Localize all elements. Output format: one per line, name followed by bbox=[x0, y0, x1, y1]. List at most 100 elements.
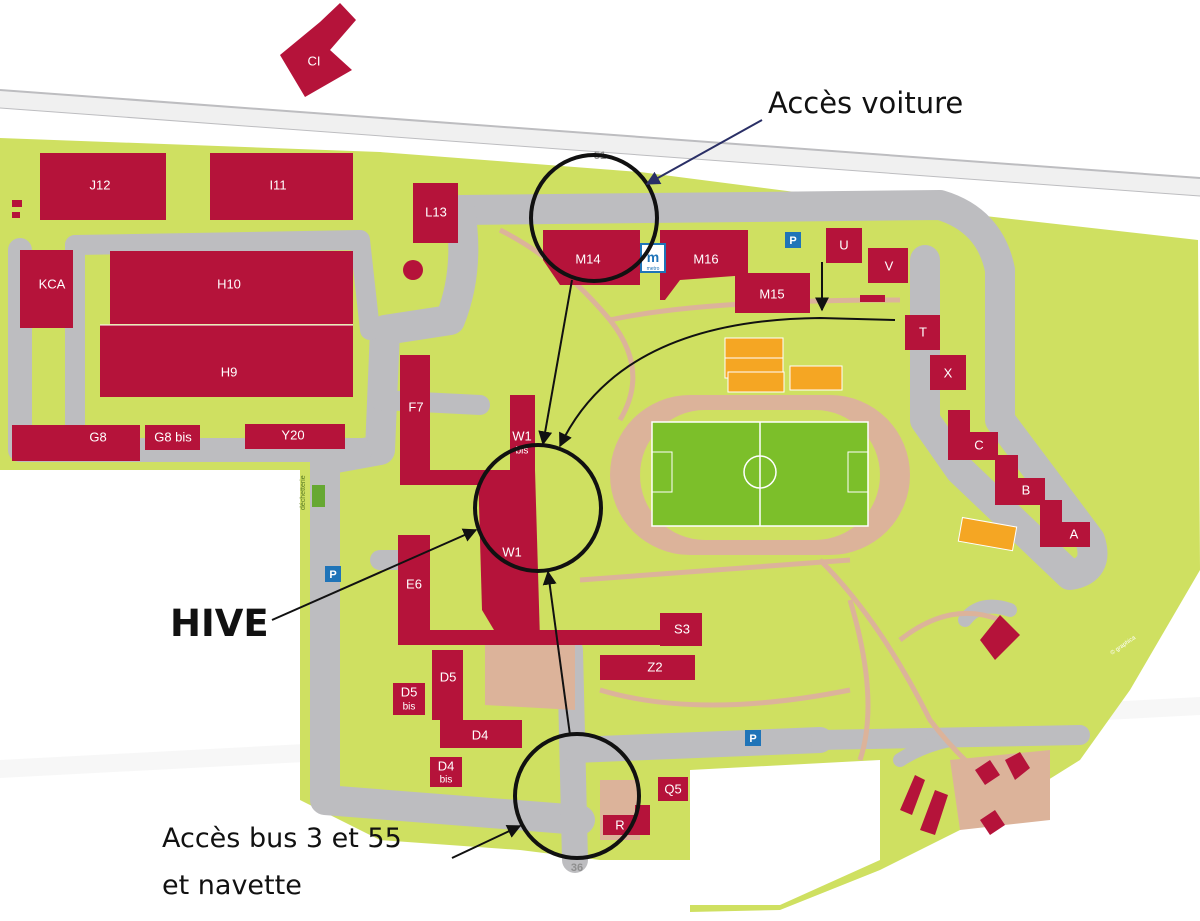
label-a: A bbox=[1070, 526, 1079, 541]
label-d5: D5 bbox=[440, 669, 457, 684]
sport-courts bbox=[724, 337, 1018, 552]
label-g8bis: G8 bis bbox=[154, 429, 192, 444]
arrow-bus-label bbox=[451, 825, 522, 859]
campus-gap bbox=[690, 760, 880, 905]
svg-text:P: P bbox=[789, 235, 796, 247]
metro-logo-text: metro bbox=[647, 266, 660, 272]
building-f7 bbox=[400, 355, 510, 485]
label-s3: S3 bbox=[674, 621, 690, 636]
parking-sign-north: P bbox=[785, 232, 801, 248]
decheterie-zone bbox=[312, 485, 325, 507]
label-w1bis-sub: bis bbox=[516, 446, 529, 457]
building-l13-round bbox=[403, 260, 423, 280]
building-small-2 bbox=[12, 212, 20, 218]
svg-text:P: P bbox=[329, 569, 336, 581]
building-d4bis bbox=[430, 757, 462, 787]
label-w1bis: W1 bbox=[512, 428, 532, 443]
label-d4bis: D4 bbox=[438, 758, 455, 773]
building-ci bbox=[280, 3, 356, 97]
label-u: U bbox=[839, 237, 848, 252]
arrow-road-to-w1 bbox=[559, 316, 896, 448]
plaza-central bbox=[485, 640, 575, 710]
circle-car-access bbox=[529, 153, 659, 283]
building-southeast-4 bbox=[900, 775, 925, 815]
label-m14: M14 bbox=[575, 251, 600, 266]
building-d5bis bbox=[393, 683, 425, 715]
metro-logo-letter: m bbox=[647, 249, 659, 265]
arrow-m14-to-w1 bbox=[538, 279, 573, 446]
arrow-car-label bbox=[645, 119, 763, 185]
building-w1bis bbox=[510, 395, 535, 470]
building-v bbox=[868, 248, 908, 283]
label-m15: M15 bbox=[759, 286, 784, 301]
road-51-band bbox=[0, 90, 1200, 196]
building-southeast-1 bbox=[975, 760, 1000, 785]
building-g8 bbox=[12, 425, 140, 461]
label-kca: KCA bbox=[39, 276, 66, 291]
label-x: X bbox=[944, 365, 953, 380]
building-small-3 bbox=[860, 295, 885, 302]
label-v: V bbox=[885, 258, 894, 273]
building-t bbox=[905, 315, 940, 350]
building-u bbox=[826, 228, 862, 263]
label-w1: W1 bbox=[502, 544, 522, 559]
field-goal-area-left bbox=[651, 451, 673, 493]
annotation-car-access: Accès voiture bbox=[768, 86, 963, 120]
building-southeast-3 bbox=[980, 810, 1005, 835]
building-q5 bbox=[658, 777, 688, 801]
field-goal-area-right bbox=[847, 451, 869, 493]
building-j12 bbox=[40, 153, 166, 220]
building-s3 bbox=[660, 613, 702, 646]
label-d4: D4 bbox=[472, 727, 489, 742]
parking-sign-west: P bbox=[325, 566, 341, 582]
label-d5bis: D5 bbox=[401, 684, 418, 699]
label-h10: H10 bbox=[217, 276, 241, 291]
building-z2 bbox=[600, 655, 695, 680]
label-c: C bbox=[974, 437, 983, 452]
building-a bbox=[1040, 500, 1090, 547]
building-x bbox=[930, 355, 966, 390]
arrow-hive-label bbox=[271, 528, 478, 621]
building-small-1 bbox=[12, 200, 22, 207]
building-m16 bbox=[660, 230, 748, 300]
annotation-bus-access-line2: et navette bbox=[162, 870, 302, 901]
label-e6: E6 bbox=[406, 576, 422, 591]
building-y20 bbox=[245, 424, 345, 449]
building-l13 bbox=[413, 183, 458, 243]
building-e6 bbox=[398, 535, 665, 645]
building-southeast-5 bbox=[920, 790, 948, 835]
label-f7: F7 bbox=[408, 399, 423, 414]
parking-sign-south: P bbox=[745, 730, 761, 746]
label-r: R bbox=[615, 817, 624, 832]
building-m15 bbox=[735, 273, 810, 313]
building-d5 bbox=[432, 650, 522, 748]
label-z2: Z2 bbox=[647, 659, 662, 674]
label-d4bis-sub: bis bbox=[440, 775, 453, 786]
building-m14 bbox=[543, 230, 640, 285]
annotation-bus-access-line1: Accès bus 3 et 55 bbox=[162, 823, 402, 854]
building-b bbox=[995, 455, 1045, 505]
building-kca bbox=[20, 250, 73, 328]
road-number-36: 36 bbox=[571, 862, 583, 874]
svg-text:P: P bbox=[749, 733, 756, 745]
label-l13: L13 bbox=[425, 204, 447, 219]
label-ci: CI bbox=[308, 53, 321, 68]
circle-hive bbox=[473, 443, 603, 573]
field-center-circle bbox=[743, 455, 777, 489]
label-h9: H9 bbox=[221, 364, 238, 379]
building-g8bis bbox=[145, 425, 200, 450]
label-m16: M16 bbox=[693, 251, 718, 266]
label-b: B bbox=[1022, 482, 1031, 497]
label-j12: J12 bbox=[90, 177, 111, 192]
building-w1 bbox=[478, 470, 540, 640]
building-c bbox=[948, 410, 998, 460]
arrow-bus-to-w1 bbox=[542, 570, 571, 736]
road-51-edge-bottom bbox=[0, 107, 1200, 197]
decheterie-label: déchetterie bbox=[300, 475, 307, 510]
building-southeast-2 bbox=[1005, 752, 1030, 780]
label-q5: Q5 bbox=[664, 781, 681, 796]
label-t: T bbox=[919, 324, 927, 339]
building-east bbox=[980, 615, 1020, 660]
label-g8: G8 bbox=[89, 429, 106, 444]
